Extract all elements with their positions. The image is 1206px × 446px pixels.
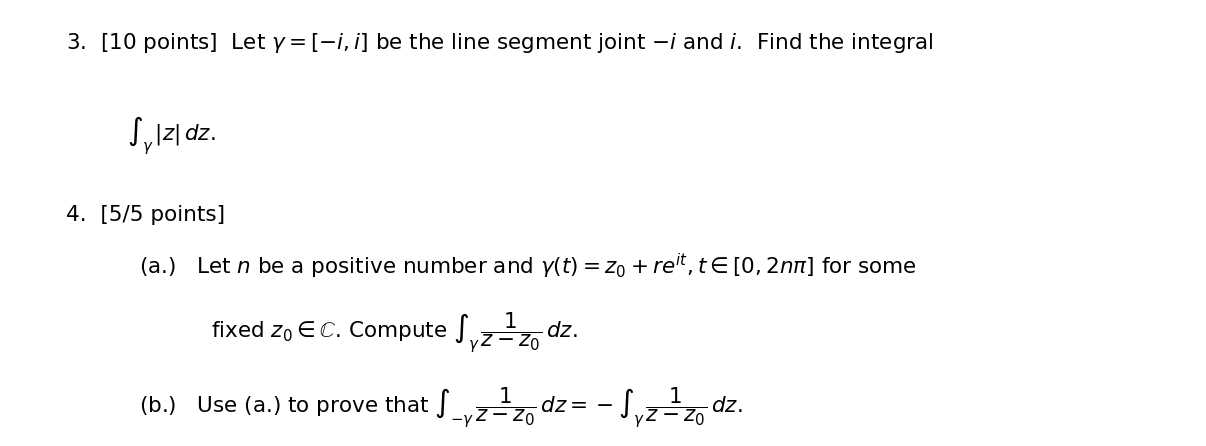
Text: 3.  [10 points]  Let $\gamma = [-i, i]$ be the line segment joint $-i$ and $i$. : 3. [10 points] Let $\gamma = [-i, i]$ be…	[66, 31, 933, 55]
Text: $\int_{\gamma}\, |z|\, dz.$: $\int_{\gamma}\, |z|\, dz.$	[127, 114, 215, 157]
Text: 4.  [5/5 points]: 4. [5/5 points]	[66, 205, 226, 225]
Text: (b.)   Use (a.) to prove that $\int_{-\gamma}\, \dfrac{1}{z - z_0}\, dz = -\int_: (b.) Use (a.) to prove that $\int_{-\gam…	[139, 386, 743, 430]
Text: fixed $z_0 \in \mathbb{C}$. Compute $\int_{\gamma}\, \dfrac{1}{z - z_0}\, dz.$: fixed $z_0 \in \mathbb{C}$. Compute $\in…	[211, 310, 578, 355]
Text: (a.)   Let $n$ be a positive number and $\gamma(t) = z_0 + re^{it}, t \in [0, 2n: (a.) Let $n$ be a positive number and $\…	[139, 252, 917, 281]
